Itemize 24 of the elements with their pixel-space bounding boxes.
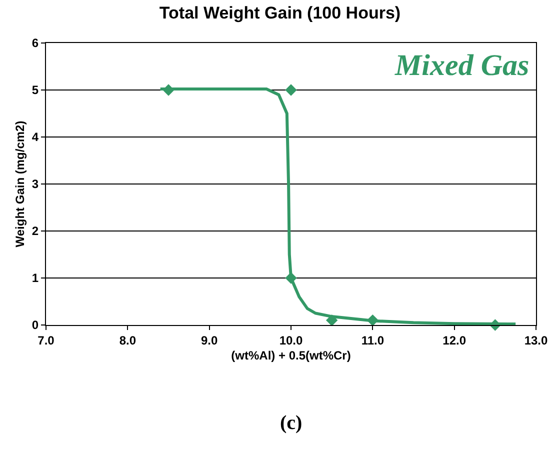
y-tick-label: 0 bbox=[32, 318, 39, 332]
y-tick-label: 4 bbox=[32, 130, 39, 144]
point bbox=[285, 84, 297, 96]
point bbox=[285, 272, 297, 284]
y-tick-label: 3 bbox=[32, 177, 39, 192]
y-tick-label: 6 bbox=[32, 36, 39, 50]
x-tick-label: 8.0 bbox=[119, 333, 136, 348]
x-tick-label: 9.0 bbox=[200, 333, 218, 348]
text: (c) bbox=[280, 412, 302, 434]
point bbox=[326, 314, 338, 326]
point bbox=[366, 314, 379, 326]
x-tick-label: 7.0 bbox=[38, 333, 55, 348]
x-axis-title: (wt%Al) + 0.5(wt%Cr) bbox=[231, 348, 351, 362]
y-tick-label: 1 bbox=[32, 271, 39, 286]
y-tick-label: 2 bbox=[32, 224, 39, 238]
x-tick-label: 12.0 bbox=[442, 333, 466, 348]
x-tick-label: 13.0 bbox=[524, 333, 548, 348]
point bbox=[162, 84, 174, 96]
y-axis-title: Weight Gain (mg/cm2) bbox=[13, 120, 28, 248]
x-tick-label: 10.0 bbox=[279, 333, 303, 348]
x-tick-label: 11.0 bbox=[361, 333, 384, 348]
annotation: Mixed Gas bbox=[394, 49, 530, 82]
chart-title: Total Weight Gain (100 Hours) bbox=[159, 4, 401, 23]
y-tick-label: 5 bbox=[32, 83, 39, 98]
